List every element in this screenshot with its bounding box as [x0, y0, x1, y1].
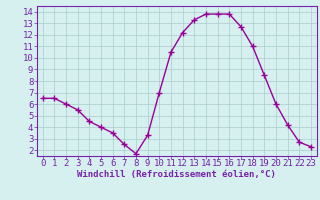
X-axis label: Windchill (Refroidissement éolien,°C): Windchill (Refroidissement éolien,°C) — [77, 170, 276, 179]
